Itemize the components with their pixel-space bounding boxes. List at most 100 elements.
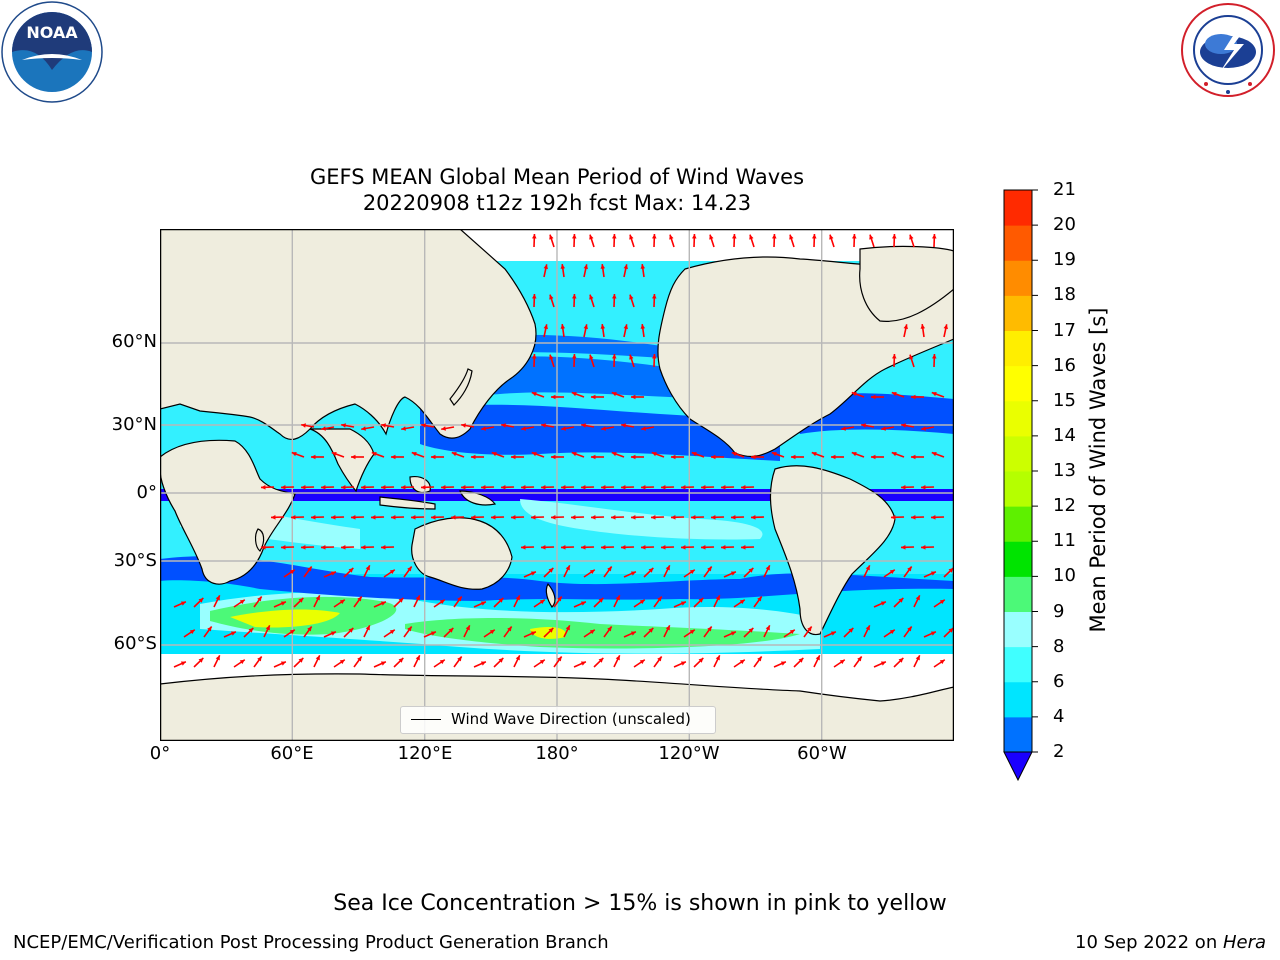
wind-wave-arrows	[173, 233, 954, 668]
wave-direction-arrowhead	[901, 423, 906, 428]
wave-direction-arrowhead	[680, 601, 686, 606]
wave-direction-arrowhead	[548, 627, 554, 633]
wave-direction-arrowhead	[189, 629, 195, 635]
wave-direction-arrowhead	[532, 354, 537, 359]
wave-direction-arrowhead	[511, 515, 516, 520]
wave-direction-arrowhead	[501, 485, 506, 490]
wave-direction-arrowhead	[652, 354, 657, 359]
wave-direction-arrowhead	[757, 656, 762, 662]
wave-direction-arrowhead	[431, 454, 436, 460]
wave-direction-arrowhead	[215, 655, 220, 661]
wave-direction-arrowhead	[607, 626, 612, 632]
wave-direction-arrowhead	[871, 394, 876, 400]
wave-direction-arrowhead	[911, 515, 916, 520]
indonesia	[379, 496, 436, 510]
wave-direction-arrowhead	[907, 566, 912, 572]
wave-direction-arrowhead	[271, 515, 276, 520]
wave-direction-arrowhead	[471, 454, 476, 460]
nws-logo	[1181, 3, 1275, 97]
lat-label-60s: 60°S	[113, 633, 157, 654]
wave-direction-arrowhead	[731, 451, 737, 457]
wave-direction-arrowhead	[780, 661, 786, 666]
wave-direction-arrowhead	[611, 451, 617, 457]
wave-direction-arrowhead	[301, 423, 306, 428]
wave-direction-arrowhead	[911, 454, 916, 460]
wave-direction-arrowhead	[341, 423, 346, 428]
wave-direction-arrowhead	[532, 234, 537, 239]
chart-subtitle: 20220908 t12z 192h fcst Max: 14.23	[362, 191, 752, 215]
wave-direction-arrowhead	[415, 655, 420, 661]
wave-direction-arrowhead	[591, 394, 596, 400]
wave-direction-arrowhead	[630, 631, 636, 636]
eurasia	[160, 229, 537, 441]
wave-direction-arrowhead	[389, 629, 395, 635]
wave-direction-arrowhead	[751, 515, 756, 520]
wave-direction-arrowhead	[791, 454, 796, 460]
wave-direction-arrowhead	[943, 324, 948, 330]
colorbar-segment	[1004, 435, 1032, 472]
wave-direction-arrowhead	[948, 627, 954, 633]
wave-direction-arrowhead	[811, 451, 817, 457]
wave-direction-arrowhead	[621, 423, 626, 428]
wave-direction-arrowhead	[903, 324, 908, 330]
wave-direction-arrowhead	[530, 631, 536, 636]
wave-direction-arrowhead	[560, 324, 566, 329]
wave-direction-arrowhead	[721, 485, 726, 490]
wave-direction-arrowhead	[280, 601, 286, 606]
wave-direction-arrowhead	[515, 595, 520, 601]
japan	[449, 368, 473, 406]
wave-direction-arrowhead	[583, 264, 588, 270]
wave-direction-arrowhead	[471, 515, 476, 520]
date-text: 10 Sep 2022 on	[1075, 932, 1223, 953]
wave-direction-arrowhead	[901, 485, 906, 490]
wave-direction-arrowhead	[441, 485, 446, 490]
wave-direction-arrowhead	[652, 234, 657, 239]
wave-direction-arrowhead	[371, 451, 377, 457]
wave-direction-arrowhead	[301, 545, 306, 550]
wave-direction-arrowhead	[357, 596, 362, 602]
wave-direction-arrowhead	[651, 515, 656, 520]
wave-direction-arrowhead	[892, 354, 897, 359]
wave-direction-arrowhead	[321, 426, 326, 431]
wave-direction-arrowhead	[629, 234, 634, 240]
wave-direction-arrowhead	[480, 661, 486, 666]
wave-direction-arrowhead	[589, 294, 594, 300]
colorbar-tick-label: 8	[1053, 635, 1065, 657]
wave-direction-arrowhead	[939, 599, 945, 605]
wave-direction-arrowhead	[230, 631, 236, 636]
wave-direction-arrowhead	[898, 597, 904, 603]
wave-direction-arrowhead	[489, 629, 495, 635]
colorbar-segment	[1004, 295, 1032, 331]
wave-direction-arrowhead	[461, 485, 466, 490]
wave-direction-arrowhead	[623, 324, 628, 330]
wave-direction-arrowhead	[629, 294, 634, 300]
wave-direction-arrowhead	[600, 264, 606, 269]
wave-direction-arrowhead	[421, 485, 426, 490]
wave-direction-arrowhead	[398, 597, 404, 603]
wave-direction-arrowhead	[631, 394, 636, 400]
wave-direction-arrowhead	[841, 426, 846, 431]
colorbar-segment	[1004, 225, 1032, 261]
colorbar-tick-label: 21	[1053, 179, 1076, 200]
wave-direction-arrowhead	[389, 569, 395, 575]
wave-period-map	[160, 229, 954, 741]
wave-direction-arrowhead	[321, 485, 326, 490]
wave-direction-arrowhead	[901, 545, 906, 550]
wave-direction-arrowhead	[611, 391, 617, 397]
wave-direction-arrowhead	[380, 601, 386, 606]
colorbar-segment	[1004, 330, 1032, 367]
wave-direction-arrowhead	[543, 324, 548, 330]
wave-direction-arrowhead	[307, 626, 312, 632]
wave-direction-arrowhead	[401, 426, 406, 431]
wave-direction-arrowhead	[651, 451, 657, 457]
colorbar-segment	[1004, 611, 1032, 648]
wave-direction-arrowhead	[830, 631, 836, 636]
wave-direction-arrowhead	[631, 454, 636, 460]
wave-direction-arrowhead	[248, 627, 254, 633]
period-band-green	[405, 617, 800, 649]
wave-direction-arrowhead	[331, 451, 337, 457]
wave-direction-arrowhead	[589, 569, 595, 575]
wave-direction-arrowhead	[439, 599, 445, 605]
wave-direction-arrowhead	[680, 661, 686, 666]
wave-direction-arrowhead	[612, 294, 617, 299]
